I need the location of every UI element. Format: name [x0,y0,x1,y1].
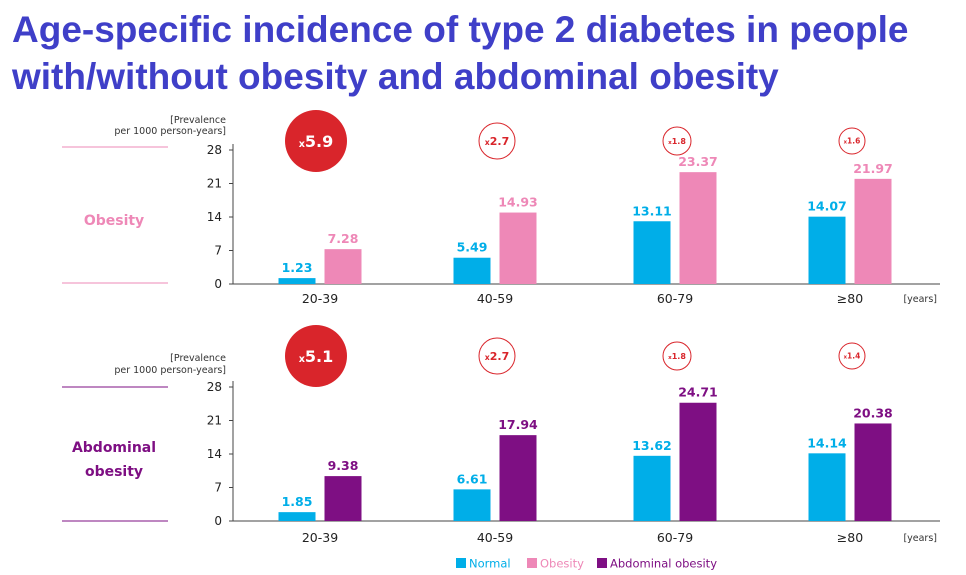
bar-obesity-20-39 [324,249,362,284]
bar-value-label: 20.38 [853,405,893,420]
bar-value-label: 1.23 [282,260,313,275]
y-tick-label: 28 [207,143,222,157]
legend-item-abdominal-obesity-label: Abdominal obesity [610,557,717,571]
ratio-label: x1.4 [844,352,861,361]
group-label: obesity [85,464,143,480]
x-tick-label: 20-39 [302,291,338,306]
legend-item-normal-swatch [456,558,466,568]
legend-item-normal-label: Normal [469,557,511,571]
bar-normal-60-79 [633,455,671,521]
bar-value-label: 21.97 [853,161,893,176]
y-tick-label: 14 [207,210,222,224]
bar-abdominal-obesity-60-79 [679,402,717,521]
group-label: Obesity [84,213,144,229]
x-tick-label: 60-79 [657,291,693,306]
bar-value-label: 23.37 [678,154,718,169]
ratio-badge [478,337,516,375]
y-tick-label: 0 [214,277,222,291]
bar-abdominal-obesity-40-59 [499,435,537,521]
x-axis-unit: [years] [903,294,937,305]
ratio-badge [285,110,347,172]
bar-normal-≥80 [808,453,846,521]
ratio-badge [478,122,516,160]
bar-normal-40-59 [453,489,491,521]
legend: Normal Obesity Abdominal obesity [456,557,717,571]
x-tick-label: ≥80 [837,291,863,306]
bar-normal-60-79 [633,221,671,284]
y-tick-label: 21 [207,414,222,428]
y-tick-label: 14 [207,447,222,461]
x-axis-unit: [years] [903,533,937,544]
ratio-label: x2.7 [485,350,509,363]
y-axis-label: [Prevalence [170,115,226,126]
bar-value-label: 14.14 [807,435,847,450]
y-tick-label: 0 [214,514,222,528]
y-axis-label: per 1000 person-years] [114,365,226,376]
bar-value-label: 5.49 [457,240,488,255]
bar-obesity-40-59 [499,212,537,284]
ratio-badge [662,341,692,371]
ratio-badge [838,342,866,370]
ratio-label: x5.9 [299,132,334,151]
legend-item-obesity-swatch [527,558,537,568]
ratio-label: x1.8 [668,352,686,361]
x-tick-label: 60-79 [657,530,693,545]
y-axis-label: [Prevalence [170,353,226,364]
bar-value-label: 6.61 [457,471,488,486]
bar-obesity-≥80 [854,178,892,284]
legend-item-abdominal-obesity-swatch [597,558,607,568]
x-tick-label: ≥80 [837,530,863,545]
x-tick-label: 40-59 [477,291,513,306]
ratio-badge [662,126,692,156]
bar-value-label: 13.62 [632,438,672,453]
group-label: Abdominal [72,440,156,456]
bar-abdominal-obesity-20-39 [324,476,362,521]
bar-obesity-60-79 [679,172,717,284]
y-tick-label: 7 [214,481,222,495]
y-axis-label: per 1000 person-years] [114,126,226,137]
ratio-label: x1.6 [844,137,861,146]
x-tick-label: 20-39 [302,530,338,545]
chart-title: Age-specific incidence of type 2 diabete… [12,9,909,97]
bar-value-label: 17.94 [498,417,538,432]
x-tick-label: 40-59 [477,530,513,545]
y-tick-label: 28 [207,380,222,394]
bar-value-label: 14.07 [807,199,847,214]
legend-item-obesity-label: Obesity [540,557,584,571]
ratio-label: x2.7 [485,135,509,148]
bar-normal-20-39 [278,512,316,521]
bar-normal-40-59 [453,257,491,284]
y-tick-label: 7 [214,244,222,258]
ratio-label: x1.8 [668,137,686,146]
bar-value-label: 24.71 [678,385,718,400]
bar-value-label: 14.93 [498,195,538,210]
bar-normal-≥80 [808,216,846,284]
bar-value-label: 13.11 [632,203,672,218]
bar-normal-20-39 [278,278,316,284]
bar-value-label: 9.38 [328,458,359,473]
bar-value-label: 7.28 [328,231,359,246]
bar-value-label: 1.85 [282,494,313,509]
ratio-label: x5.1 [299,347,334,366]
ratio-badge [838,127,866,155]
bar-abdominal-obesity-≥80 [854,423,892,521]
y-tick-label: 21 [207,177,222,191]
ratio-badge [285,325,347,387]
